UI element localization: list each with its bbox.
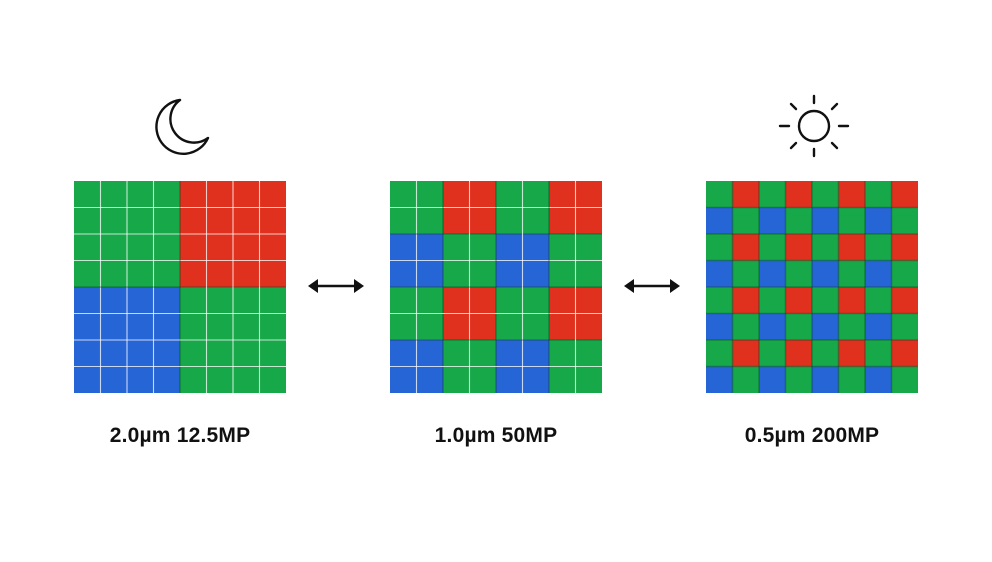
pixel-red <box>838 234 865 261</box>
pixel-red <box>732 234 759 261</box>
pixel-green <box>812 287 839 314</box>
pixel-blue <box>865 207 892 234</box>
pixel-green <box>732 313 759 340</box>
pixel-green <box>891 366 918 393</box>
pixel-green <box>785 366 812 393</box>
sun-icon <box>776 92 852 160</box>
pixel-blue <box>706 207 733 234</box>
pixel-green <box>891 260 918 287</box>
pixel-blue <box>812 313 839 340</box>
pixel-green <box>706 234 733 261</box>
pixel-grid-2um <box>74 181 286 393</box>
label-2um-12-5mp: 2.0µm 12.5MP <box>109 424 251 447</box>
pixel-blue <box>706 260 733 287</box>
pixel-green <box>785 313 812 340</box>
pixel-green <box>891 313 918 340</box>
pixel-green <box>865 181 892 208</box>
double-arrow-icon <box>622 274 682 298</box>
pixel-blue <box>865 313 892 340</box>
pixel-blue <box>759 313 786 340</box>
subpixel-grid-lines <box>706 181 918 393</box>
pixel-green <box>812 340 839 367</box>
double-arrow-icon <box>306 274 366 298</box>
label-0-5um-200mp: 0.5µm 200MP <box>744 424 880 447</box>
subpixel-grid-lines <box>74 181 286 393</box>
pixel-red <box>838 287 865 314</box>
pixel-green <box>759 181 786 208</box>
pixel-red <box>785 234 812 261</box>
pixel-green <box>891 207 918 234</box>
pixel-green <box>706 287 733 314</box>
pixel-blue <box>706 313 733 340</box>
pixel-red <box>785 340 812 367</box>
pixel-green <box>812 181 839 208</box>
pixel-blue <box>812 366 839 393</box>
pixel-green <box>759 234 786 261</box>
pixel-blue <box>759 207 786 234</box>
pixel-red <box>838 340 865 367</box>
pixel-blue <box>812 260 839 287</box>
pixel-green <box>706 181 733 208</box>
pixel-red <box>732 181 759 208</box>
moon-icon <box>150 94 214 158</box>
label-1um-50mp: 1.0µm 50MP <box>434 424 558 447</box>
pixel-green <box>706 340 733 367</box>
pixel-blue <box>706 366 733 393</box>
pixel-red <box>891 181 918 208</box>
pixel-blue <box>812 207 839 234</box>
pixel-grid-1um <box>390 181 602 393</box>
pixel-grid-0-5um <box>706 181 918 393</box>
pixel-red <box>785 181 812 208</box>
pixel-green <box>785 260 812 287</box>
pixel-green <box>732 207 759 234</box>
pixel-green <box>785 207 812 234</box>
pixel-blue <box>759 260 786 287</box>
pixel-green <box>865 234 892 261</box>
subpixel-grid-lines <box>390 181 602 393</box>
pixel-red <box>891 287 918 314</box>
pixel-green <box>838 366 865 393</box>
pixel-red <box>732 340 759 367</box>
pixel-red <box>838 181 865 208</box>
pixel-blue <box>759 366 786 393</box>
pixel-green <box>838 313 865 340</box>
pixel-green <box>732 260 759 287</box>
pixel-green <box>838 260 865 287</box>
pixel-green <box>732 366 759 393</box>
pixel-green <box>838 207 865 234</box>
pixel-red <box>891 340 918 367</box>
pixel-green <box>759 287 786 314</box>
pixel-blue <box>865 260 892 287</box>
pixel-blue <box>865 366 892 393</box>
pixel-green <box>865 340 892 367</box>
pixel-red <box>891 234 918 261</box>
pixel-red <box>785 287 812 314</box>
pixel-green <box>865 287 892 314</box>
pixel-green <box>759 340 786 367</box>
pixel-red <box>732 287 759 314</box>
pixel-green <box>812 234 839 261</box>
